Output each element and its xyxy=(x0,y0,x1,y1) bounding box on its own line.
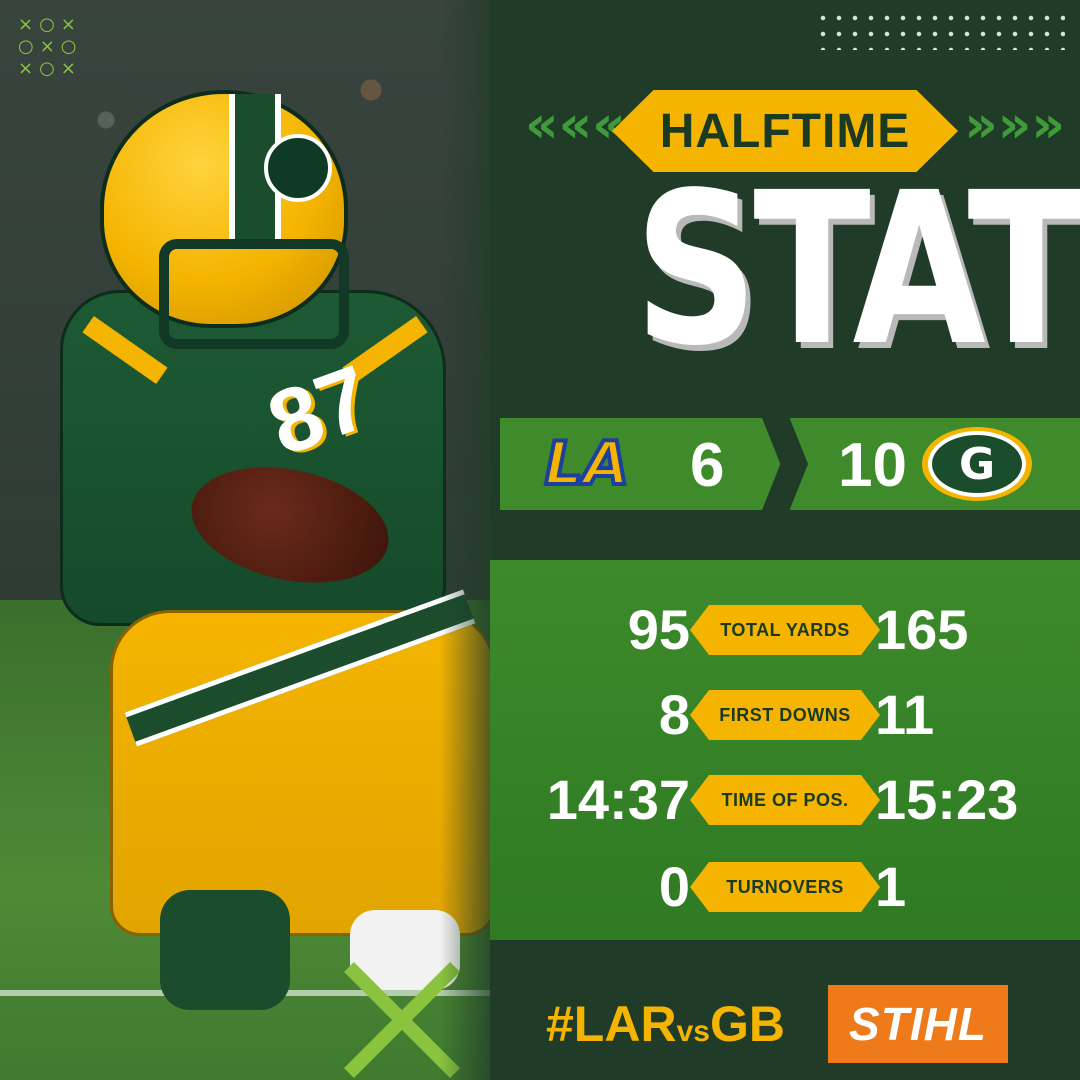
away-stat-value: 0 xyxy=(658,855,690,918)
halftime-badge: HALFTIME xyxy=(612,90,958,172)
helmet xyxy=(100,90,349,349)
chevrons-left-icon: ««« xyxy=(525,95,626,155)
player-figure: 87 xyxy=(40,90,500,1010)
player-pants xyxy=(110,610,496,936)
stat-label: TOTAL YARDS xyxy=(720,619,850,640)
stat-row-turnovers: 0 TURNOVERS 1 xyxy=(500,852,1080,922)
player-sock xyxy=(160,890,290,1010)
rams-logo-icon: LA xyxy=(532,424,642,504)
stat-label-badge: TOTAL YARDS xyxy=(690,605,880,655)
chevron-decoration: ««« »»» xyxy=(525,95,1065,175)
home-stat-value: 11 xyxy=(875,683,935,746)
packers-logo-letter: G xyxy=(928,431,1026,497)
hashtag: #LARvsGB xyxy=(546,995,785,1053)
hashtag-suffix: GB xyxy=(709,996,785,1052)
home-stat-value: 15:23 xyxy=(875,768,1019,831)
stat-label: TIME OF POS. xyxy=(721,789,849,810)
xo-play-decoration: ×○× ○×○ ×○× xyxy=(18,14,83,79)
stat-row-total-yards: 95 TOTAL YARDS 165 xyxy=(500,595,1080,665)
halftime-label: HALFTIME xyxy=(659,104,911,158)
stat-label-badge: TURNOVERS xyxy=(690,862,880,912)
stat-label-badge: FIRST DOWNS xyxy=(690,690,880,740)
facemask xyxy=(159,239,349,349)
stat-label-badge: TIME OF POS. xyxy=(690,775,880,825)
home-stat-value: 1 xyxy=(875,855,907,918)
stat-label: TURNOVERS xyxy=(726,876,844,897)
away-stat-value: 14:37 xyxy=(546,768,690,831)
sponsor-logo: STIHL xyxy=(828,985,1008,1063)
hashtag-prefix: #LAR xyxy=(546,996,677,1052)
away-score: 6 xyxy=(690,431,725,500)
stat-row-time-of-possession: 14:37 TIME OF POS. 15:23 xyxy=(500,765,1080,835)
page-title: STATS xyxy=(634,147,1080,392)
packers-logo-icon: G xyxy=(922,427,1032,501)
stat-row-first-downs: 8 FIRST DOWNS 11 xyxy=(500,680,1080,750)
rams-logo-text: LA xyxy=(543,427,632,501)
hashtag-vs: vs xyxy=(676,1015,710,1048)
sponsor-name: STIHL xyxy=(849,998,987,1050)
chevrons-right-icon: »»» xyxy=(964,95,1065,155)
stat-label: FIRST DOWNS xyxy=(719,704,851,725)
away-stat-value: 95 xyxy=(627,598,690,661)
dot-pattern-decoration xyxy=(815,10,1065,50)
home-score: 10 xyxy=(838,431,907,500)
helmet-g-logo-icon xyxy=(264,134,332,202)
away-stat-value: 8 xyxy=(658,683,690,746)
home-stat-value: 165 xyxy=(875,598,969,661)
